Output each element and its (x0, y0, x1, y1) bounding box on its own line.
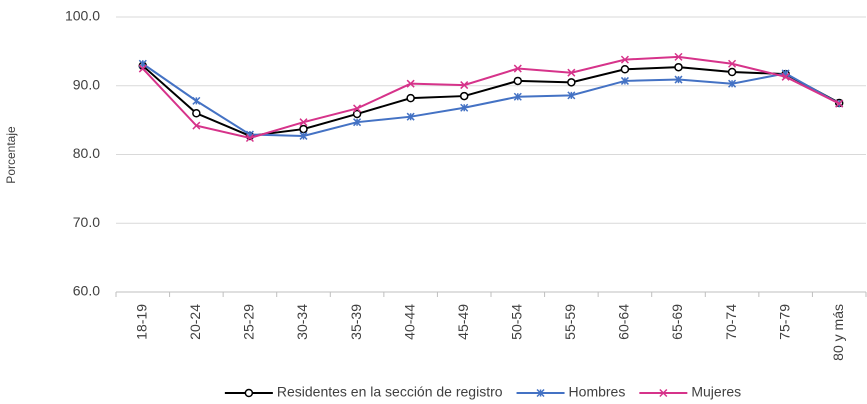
marker (728, 79, 737, 88)
x-tick-label: 45-49 (455, 304, 471, 340)
y-tick-label: 70.0 (73, 214, 100, 230)
x-tick-label: 60-64 (616, 304, 632, 340)
legend-label: Residentes en la sección de registro (277, 384, 503, 400)
marker (406, 112, 415, 121)
x-tick-label: 18-19 (133, 304, 149, 340)
marker (460, 81, 469, 90)
marker (536, 388, 545, 398)
y-tick-label: 90.0 (73, 76, 100, 92)
x-tick-label: 50-54 (508, 304, 524, 340)
marker (406, 79, 415, 88)
series-line (142, 55, 840, 140)
x-tick-label: 25-29 (241, 304, 257, 340)
marker (245, 133, 254, 143)
marker (567, 78, 576, 87)
x-tick-label: 65-69 (669, 304, 685, 340)
marker (352, 109, 362, 119)
marker (659, 388, 668, 398)
marker (192, 121, 201, 130)
marker (727, 67, 737, 77)
marker (620, 65, 630, 74)
marker (513, 64, 522, 73)
marker (674, 75, 683, 84)
marker (353, 118, 362, 127)
marker (299, 118, 308, 127)
marker (620, 55, 629, 64)
marker (620, 76, 629, 85)
marker (835, 99, 844, 108)
marker (513, 76, 523, 86)
legend: Residentes en la sección de registro Homb… (224, 384, 741, 400)
x-tick-label: 40-44 (401, 304, 417, 340)
x-tick-label: 70-74 (723, 304, 739, 340)
y-tick-label: 80.0 (73, 145, 100, 161)
marker (459, 91, 469, 101)
y-tick-label: 60.0 (73, 283, 100, 299)
x-tick-label: 80 y más (830, 304, 846, 361)
marker (674, 62, 683, 72)
marker (244, 388, 254, 398)
marker (353, 104, 362, 113)
marker (781, 72, 790, 81)
marker (513, 92, 522, 101)
legend-label: Mujeres (691, 384, 741, 400)
x-tick-label: 35-39 (348, 304, 364, 340)
marker (460, 103, 469, 112)
marker (138, 64, 147, 73)
marker (674, 52, 683, 61)
x-tick-label: 75-79 (776, 304, 792, 340)
marker (192, 96, 201, 105)
marker (567, 68, 576, 77)
x-tick-label: 30-34 (294, 304, 310, 340)
marker (406, 93, 415, 103)
marker (299, 131, 308, 140)
y-tick-label: 100.0 (65, 8, 100, 24)
marker (728, 59, 737, 68)
marker (192, 109, 201, 118)
marker (299, 124, 308, 134)
x-tick-label: 20-24 (187, 304, 203, 340)
legend-label: Hombres (569, 384, 626, 400)
marker (567, 91, 576, 100)
x-tick-label: 55-59 (562, 304, 578, 340)
y-axis-label: Porcentaje (4, 126, 18, 184)
